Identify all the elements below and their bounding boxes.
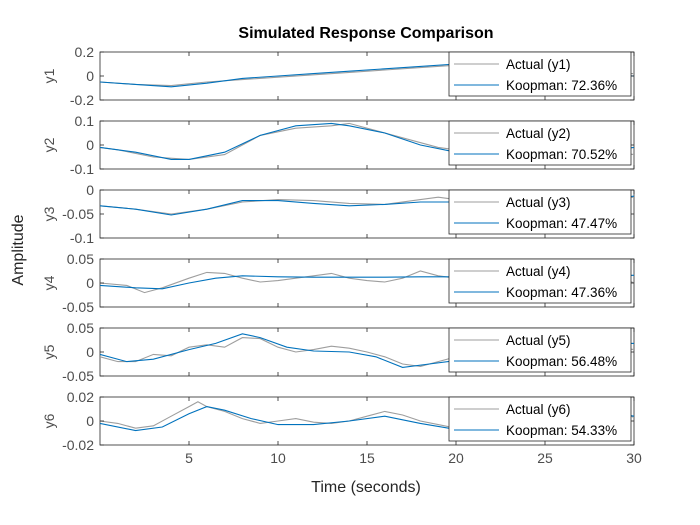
y-tick-label: -0.02 [62,437,94,453]
legend-box [448,327,632,373]
y-tick-label: 0 [86,137,94,153]
y-tick-label: 0.05 [67,320,94,336]
panel-y-label: y4 [41,275,57,290]
panel-y4: 0.05 0 -0.05 y4 Actual (y4) Koopman: 47.36% [41,251,635,315]
y-tick-label: -0.05 [62,299,94,315]
legend-label-model: Koopman: 54.33% [506,423,617,438]
panel-y6: 0.02 0 -0.02 y6 Actual (y6) Koopman: 54.33% [41,389,635,453]
y-tick-label: 0.2 [75,44,95,60]
chart-title: Simulated Response Comparison [238,25,493,42]
y-tick-label: -0.1 [70,230,94,246]
legend: Actual (y1) Koopman: 72.36% [448,51,632,97]
legend-label-model: Koopman: 56.48% [506,354,617,369]
panel-y-label: y6 [41,413,57,428]
y-tick-label: -0.05 [62,368,94,384]
panel-y-label: y5 [41,344,57,359]
x-tick-label: 30 [626,450,642,466]
legend: Actual (y3) Koopman: 47.47% [448,189,632,235]
legend-box [448,51,632,97]
legend-label-model: Koopman: 47.47% [506,216,617,231]
legend: Actual (y5) Koopman: 56.48% [448,327,632,373]
panel-y-label: y1 [41,68,57,83]
x-tick-label: 25 [537,450,553,466]
legend-label-model: Koopman: 47.36% [506,285,617,300]
y-axis-label: Amplitude [10,214,27,285]
legend-label-actual: Actual (y4) [506,264,571,279]
legend-label-actual: Actual (y2) [506,126,571,141]
y-tick-label: 0.1 [75,113,95,129]
legend-label-actual: Actual (y5) [506,333,571,348]
legend-box [448,258,632,304]
y-tick-label: -0.2 [70,92,94,108]
x-tick-label: 15 [359,450,375,466]
y-tick-label: -0.05 [62,206,94,222]
x-axis-label: Time (seconds) [311,479,421,496]
panel-y3: 0 -0.05 -0.1 y3 Actual (y3) Koopman: 47.47% [41,182,635,246]
panel-y1: 0.2 0 -0.2 y1 Actual (y1) Koopman: 72.36% [41,44,635,108]
panel-y-label: y2 [41,137,57,152]
y-tick-label: -0.1 [70,161,94,177]
legend: Actual (y4) Koopman: 47.36% [448,258,632,304]
x-tick-label: 20 [448,450,464,466]
y-tick-label: 0.05 [67,251,94,267]
legend-label-actual: Actual (y3) [506,195,571,210]
legend-box [448,120,632,166]
legend-label-actual: Actual (y6) [506,402,571,417]
legend-label-model: Koopman: 72.36% [506,78,617,93]
y-tick-label: 0 [86,275,94,291]
legend: Actual (y6) Koopman: 54.33% [448,396,632,442]
panel-y2: 0.1 0 -0.1 y2 Actual (y2) Koopman: 70.52% [41,113,635,177]
y-tick-label: 0 [86,413,94,429]
x-tick-label: 5 [185,450,193,466]
x-tick-label: 10 [270,450,286,466]
panel-y5: 0.05 0 -0.05 y5 Actual (y5) Koopman: 56.48% [41,320,635,384]
legend-label-actual: Actual (y1) [506,57,571,72]
legend-label-model: Koopman: 70.52% [506,147,617,162]
y-tick-label: 0 [86,344,94,360]
legend-box [448,189,632,235]
panel-y-label: y3 [41,206,57,221]
y-tick-label: 0.02 [67,389,94,405]
y-tick-label: 0 [86,68,94,84]
legend: Actual (y2) Koopman: 70.52% [448,120,632,166]
legend-box [448,396,632,442]
y-tick-label: 0 [86,182,94,198]
